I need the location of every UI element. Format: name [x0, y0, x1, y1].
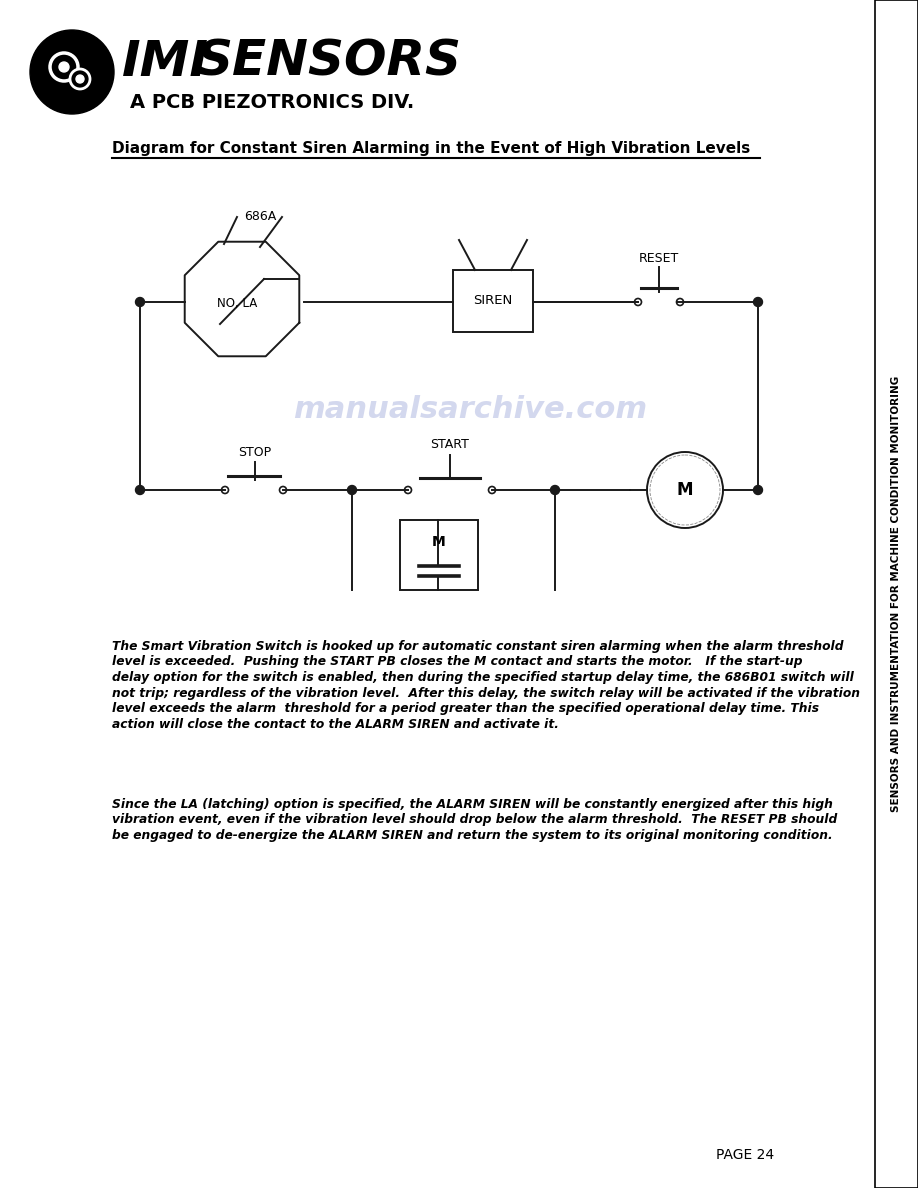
- Text: The Smart Vibration Switch is hooked up for automatic constant siren alarming wh: The Smart Vibration Switch is hooked up …: [112, 640, 844, 653]
- Text: PAGE 24: PAGE 24: [716, 1148, 774, 1162]
- Text: Since the LA (latching) option is specified, the ALARM SIREN will be constantly : Since the LA (latching) option is specif…: [112, 798, 833, 811]
- Circle shape: [279, 487, 286, 493]
- Text: level is exceeded.  Pushing the START PB closes the M contact and starts the mot: level is exceeded. Pushing the START PB …: [112, 656, 802, 669]
- Text: 686A: 686A: [244, 210, 276, 223]
- Circle shape: [754, 297, 763, 307]
- Circle shape: [136, 297, 144, 307]
- Circle shape: [647, 451, 723, 527]
- Circle shape: [551, 486, 559, 494]
- Text: SIREN: SIREN: [474, 295, 512, 308]
- Text: SENSORS AND INSTRUMENTATION FOR MACHINE CONDITION MONITORING: SENSORS AND INSTRUMENTATION FOR MACHINE …: [891, 375, 901, 813]
- Text: vibration event, even if the vibration level should drop below the alarm thresho: vibration event, even if the vibration l…: [112, 814, 837, 827]
- Bar: [400, 520, 478, 590]
- Circle shape: [221, 487, 229, 493]
- Circle shape: [677, 298, 684, 305]
- Circle shape: [488, 487, 496, 493]
- Text: STOP: STOP: [239, 446, 272, 459]
- Circle shape: [754, 486, 763, 494]
- Text: delay option for the switch is enabled, then during the specified startup delay : delay option for the switch is enabled, …: [112, 671, 854, 684]
- Text: NO, LA: NO, LA: [217, 297, 257, 310]
- Text: M: M: [677, 481, 693, 499]
- Circle shape: [634, 298, 642, 305]
- Text: A PCB PIEZOTRONICS DIV.: A PCB PIEZOTRONICS DIV.: [130, 94, 414, 113]
- Text: level exceeds the alarm  threshold for a period greater than the specified opera: level exceeds the alarm threshold for a …: [112, 702, 819, 715]
- Bar: [875, 0, 918, 1188]
- Text: RESET: RESET: [639, 252, 679, 265]
- Circle shape: [50, 53, 78, 81]
- Bar: [453, 270, 533, 331]
- Text: Diagram for Constant Siren Alarming in the Event of High Vibration Levels: Diagram for Constant Siren Alarming in t…: [112, 140, 750, 156]
- Text: M: M: [432, 535, 446, 549]
- Text: manualsarchive.com: manualsarchive.com: [293, 396, 647, 424]
- Circle shape: [348, 486, 356, 494]
- Circle shape: [59, 62, 69, 72]
- Text: action will close the contact to the ALARM SIREN and activate it.: action will close the contact to the ALA…: [112, 718, 559, 731]
- Circle shape: [70, 69, 90, 89]
- Text: START: START: [431, 438, 469, 451]
- Circle shape: [405, 487, 411, 493]
- Text: IMI: IMI: [122, 38, 209, 86]
- Circle shape: [136, 486, 144, 494]
- Circle shape: [76, 75, 84, 83]
- Circle shape: [30, 30, 114, 114]
- Text: not trip; regardless of the vibration level.  After this delay, the switch relay: not trip; regardless of the vibration le…: [112, 687, 860, 700]
- Text: be engaged to de-energize the ALARM SIREN and return the system to its original : be engaged to de-energize the ALARM SIRE…: [112, 829, 833, 842]
- Text: SENSORS: SENSORS: [196, 38, 461, 86]
